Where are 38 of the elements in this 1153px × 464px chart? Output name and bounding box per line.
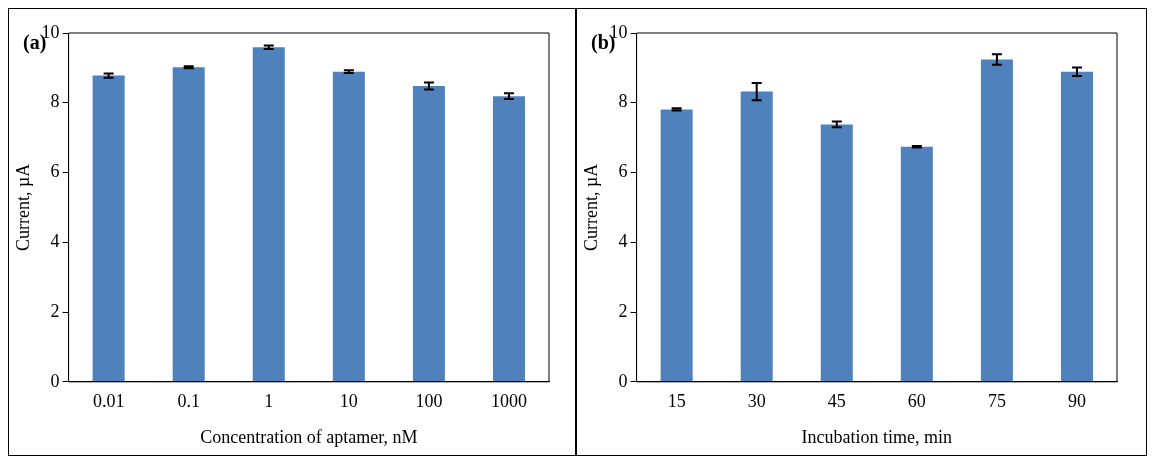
x-tick-label: 0.01 xyxy=(92,391,125,412)
bar xyxy=(740,91,773,382)
bar xyxy=(900,146,933,382)
x-tick-label: 10 xyxy=(339,391,358,412)
y-tick-label: 6 xyxy=(618,161,628,182)
y-tick-label: 8 xyxy=(50,91,60,112)
bar xyxy=(1060,71,1093,382)
x-tick-label: 1 xyxy=(264,391,274,412)
y-tick-label: 2 xyxy=(50,300,60,321)
y-axis-title: Current, µA xyxy=(12,163,33,252)
bar xyxy=(92,75,125,382)
x-tick-label: 75 xyxy=(987,391,1006,412)
y-tick-label: 0 xyxy=(50,370,60,391)
x-axis-title: Concentration of aptamer, nM xyxy=(200,426,418,447)
x-tick-label: 100 xyxy=(415,391,443,412)
bar xyxy=(332,71,365,382)
y-tick-label: 0 xyxy=(618,370,628,391)
y-axis-title: Current, µA xyxy=(580,163,601,252)
bar xyxy=(820,124,853,382)
x-tick-label: 90 xyxy=(1067,391,1086,412)
bar xyxy=(172,67,205,382)
y-tick-label: 6 xyxy=(50,161,60,182)
x-tick-label: 1000 xyxy=(490,391,527,412)
y-tick-label: 2 xyxy=(618,300,628,321)
bar xyxy=(660,109,693,382)
x-tick-label: 15 xyxy=(667,391,686,412)
bar xyxy=(252,47,285,382)
y-tick-label: 4 xyxy=(50,231,60,252)
bar xyxy=(980,59,1013,382)
y-tick-label: 4 xyxy=(618,231,628,252)
x-tick-label: 60 xyxy=(907,391,926,412)
x-tick-label: 45 xyxy=(827,391,846,412)
x-tick-label: 30 xyxy=(747,391,766,412)
x-axis-title: Incubation time, min xyxy=(801,426,953,447)
bar xyxy=(412,86,445,382)
x-tick-label: 0.1 xyxy=(177,391,200,412)
bar xyxy=(492,96,525,382)
y-tick-label: 8 xyxy=(618,91,628,112)
